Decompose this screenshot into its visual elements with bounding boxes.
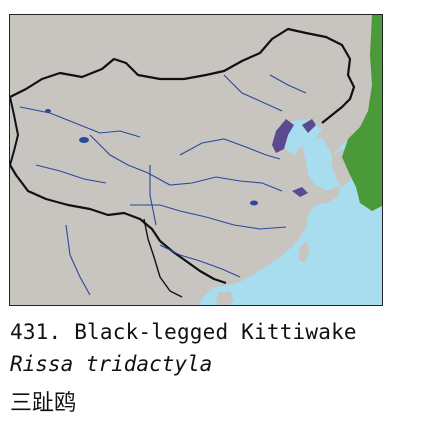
lake [79, 137, 89, 143]
species-scientific-name: Rissa tridactyla [10, 352, 212, 376]
range-map [9, 14, 383, 306]
species-number-name: 431. Black-legged Kittiwake [10, 320, 357, 344]
species-chinese-name: 三趾鸥 [10, 385, 76, 417]
lake [250, 201, 258, 206]
lake [45, 109, 51, 113]
